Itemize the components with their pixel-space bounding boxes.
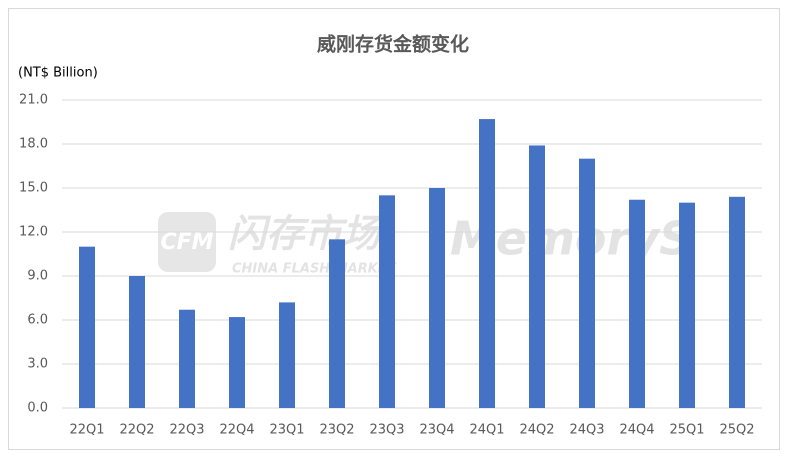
y-tick-label: 9.0 [27, 269, 48, 284]
y-tick-label: 6.0 [27, 313, 48, 328]
y-tick-label: 0.0 [27, 401, 48, 416]
bar [579, 158, 595, 408]
x-tick-label: 23Q1 [269, 423, 304, 438]
x-tick-label: 22Q2 [119, 423, 154, 438]
bar [229, 317, 245, 408]
x-tick-label: 25Q2 [719, 423, 754, 438]
x-tick-label: 24Q3 [569, 423, 604, 438]
x-tick-label: 22Q4 [219, 423, 254, 438]
bar [479, 119, 495, 409]
y-tick-label: 21.0 [19, 93, 48, 108]
bar [129, 276, 145, 408]
x-tick-label: 22Q3 [169, 423, 204, 438]
x-tick-label: 24Q4 [619, 423, 654, 438]
x-tick-label: 24Q2 [519, 423, 554, 438]
axis-label: (NT$ Billion) [18, 66, 98, 81]
bar [729, 196, 745, 408]
bar [529, 145, 545, 408]
bar [279, 302, 295, 408]
x-tick-label: 23Q3 [369, 423, 404, 438]
y-tick-label: 12.0 [19, 225, 48, 240]
bar [429, 188, 445, 408]
bar [329, 239, 345, 408]
y-tick-label: 15.0 [19, 181, 48, 196]
y-tick-label: 3.0 [27, 357, 48, 372]
watermark: CFM [160, 230, 213, 255]
bar [679, 202, 695, 408]
bar [379, 195, 395, 408]
x-tick-label: 24Q1 [469, 423, 504, 438]
watermark: CHINA FLASH MARKET [232, 262, 397, 277]
x-tick-label: 23Q2 [319, 423, 354, 438]
bar [79, 246, 95, 408]
x-tick-label: 23Q4 [419, 423, 454, 438]
chart-title: 威刚存货金额变化 [317, 33, 469, 56]
x-tick-label: 25Q1 [669, 423, 704, 438]
x-tick-label: 22Q1 [69, 423, 104, 438]
bar [629, 199, 645, 408]
watermark: 闪存市场 [228, 212, 384, 256]
watermark-logo [158, 212, 216, 272]
bar [179, 309, 195, 408]
y-tick-label: 18.0 [19, 137, 48, 152]
